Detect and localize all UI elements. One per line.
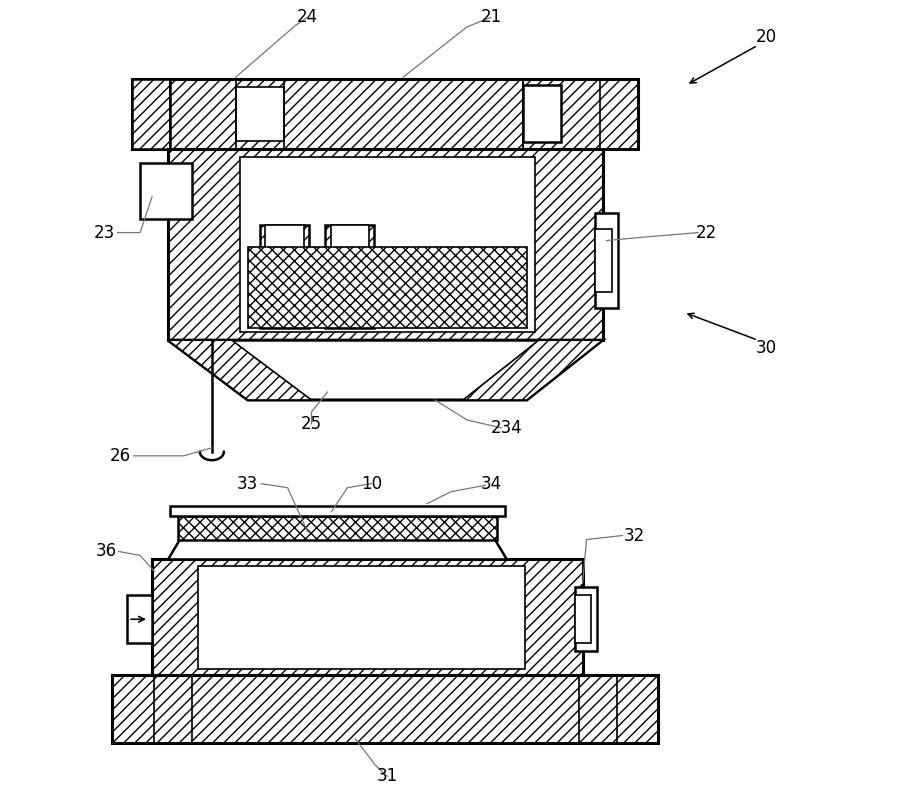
Bar (260, 225, 309, 328)
Polygon shape (168, 340, 602, 400)
Bar (575, 587, 597, 651)
Polygon shape (168, 340, 311, 400)
Bar (595, 229, 612, 292)
Bar (522, 85, 561, 142)
Bar (198, 566, 525, 669)
Text: 25: 25 (301, 415, 322, 433)
Bar (595, 213, 619, 308)
Text: 36: 36 (96, 542, 118, 561)
Bar (132, 78, 171, 149)
Bar (140, 163, 192, 219)
Text: 24: 24 (297, 8, 319, 26)
Text: 34: 34 (480, 474, 501, 493)
Bar (127, 595, 152, 643)
Bar (168, 149, 602, 340)
Bar (325, 225, 375, 328)
Bar (575, 595, 590, 643)
Bar (171, 506, 505, 515)
Bar (265, 225, 304, 328)
Bar (112, 675, 658, 743)
Text: 31: 31 (376, 767, 397, 786)
Text: 20: 20 (756, 28, 777, 46)
Bar (330, 225, 369, 328)
Text: 33: 33 (237, 474, 258, 493)
Text: 22: 22 (696, 223, 717, 242)
Bar (236, 86, 284, 141)
Text: 26: 26 (109, 447, 130, 465)
Polygon shape (463, 340, 602, 400)
Text: 10: 10 (361, 474, 382, 493)
Bar (178, 515, 498, 539)
Bar (132, 78, 638, 149)
Polygon shape (168, 539, 507, 559)
Bar (248, 246, 527, 328)
Bar (152, 559, 583, 675)
Text: 30: 30 (756, 339, 777, 357)
Text: 21: 21 (480, 8, 501, 26)
Text: 32: 32 (623, 526, 645, 545)
Bar (240, 157, 535, 332)
Text: 23: 23 (94, 223, 115, 242)
Text: 234: 234 (491, 419, 522, 437)
